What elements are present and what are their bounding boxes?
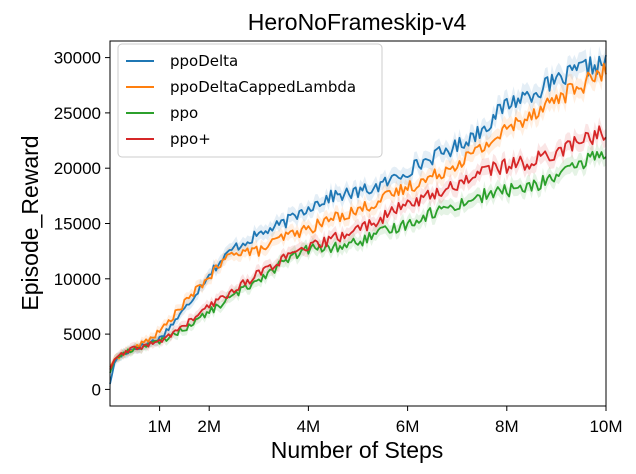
series-line-ppodelta [109, 55, 607, 385]
y-tick-label: 0 [92, 380, 101, 399]
y-tick-label: 5000 [63, 325, 101, 344]
x-tick-label: 10M [589, 417, 622, 436]
legend-label-ppo: ppo [170, 104, 198, 122]
x-tick-label: 8M [495, 417, 519, 436]
y-tick-label: 30000 [54, 49, 101, 68]
x-tick-label: 6M [396, 417, 420, 436]
series-line-ppo [109, 150, 607, 374]
x-tick-label: 4M [297, 417, 321, 436]
series-line-ppodeltacappedlambda [109, 62, 607, 368]
y-axis: 0 5000 10000 15000 20000 25000 30000 [54, 49, 110, 399]
series-lines [109, 55, 607, 385]
y-tick-label: 20000 [54, 159, 101, 178]
chart-title: HeroNoFrameskip-v4 [248, 9, 467, 35]
series-line-ppo- [109, 125, 607, 370]
y-tick-label: 25000 [54, 104, 101, 123]
series-band-ppodeltacappedlambda [110, 53, 606, 372]
series-band-ppo- [110, 117, 606, 374]
x-axis: 1M 2M 4M 6M 8M 10M [148, 406, 623, 436]
legend: ppoDelta ppoDeltaCappedLambda ppo ppo+ [117, 43, 383, 158]
x-axis-label: Number of Steps [271, 437, 444, 463]
y-tick-label: 15000 [54, 215, 101, 234]
legend-label-ppo-: ppo+ [170, 130, 211, 148]
legend-label-ppodelta: ppoDelta [170, 52, 238, 70]
x-tick-label: 1M [148, 417, 172, 436]
y-tick-label: 10000 [54, 270, 101, 289]
legend-box [117, 43, 383, 158]
y-axis-label: Episode_Reward [17, 135, 43, 310]
x-tick-label: 2M [197, 417, 221, 436]
legend-label-ppodeltacappedlambda: ppoDeltaCappedLambda [170, 78, 356, 96]
